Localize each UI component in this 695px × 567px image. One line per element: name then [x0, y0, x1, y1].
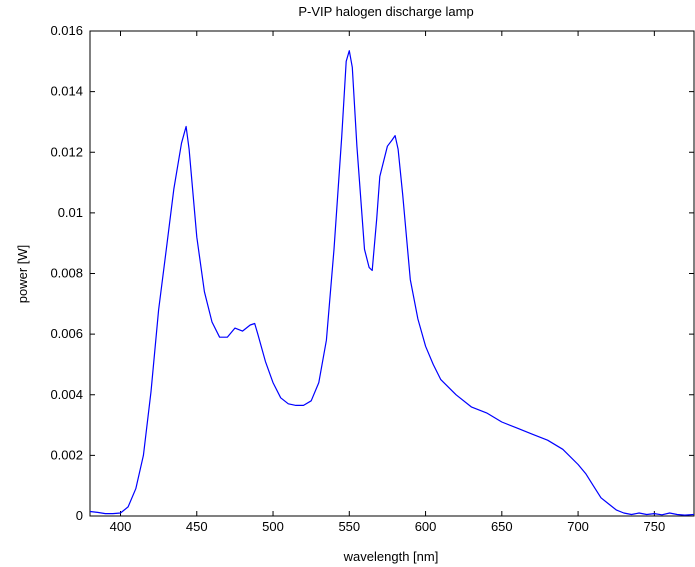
x-tick-label: 500 — [262, 519, 284, 534]
plot-area — [89, 30, 695, 517]
series-line — [89, 50, 695, 516]
y-tick-label: 0.004 — [50, 387, 83, 402]
axis-ticks: 400 450 500 550 600 650 700 750 0 0.002 0.004 0.006… — [50, 23, 694, 534]
x-tick-label: 600 — [415, 519, 437, 534]
x-tick-label: 700 — [567, 519, 589, 534]
x-tick-label: 400 — [110, 519, 132, 534]
y-tick-label: 0.002 — [50, 447, 83, 462]
y-axis-title: power [W] — [15, 245, 30, 304]
x-axis-title: wavelength [nm] — [343, 549, 439, 564]
y-tick-label: 0.01 — [58, 205, 83, 220]
y-tick-label: 0.016 — [50, 23, 83, 38]
y-tick-label: 0.014 — [50, 84, 83, 99]
data-series — [89, 50, 695, 516]
x-tick-label: 750 — [643, 519, 665, 534]
y-tick-label: 0 — [76, 508, 83, 523]
y-tick-label: 0.012 — [50, 144, 83, 159]
x-tick-label: 650 — [491, 519, 513, 534]
chart-title: P-VIP halogen discharge lamp — [298, 4, 473, 19]
x-tick-label: 550 — [338, 519, 360, 534]
y-tick-label: 0.006 — [50, 326, 83, 341]
x-tick-label: 450 — [186, 519, 208, 534]
y-tick-label: 0.008 — [50, 266, 83, 281]
